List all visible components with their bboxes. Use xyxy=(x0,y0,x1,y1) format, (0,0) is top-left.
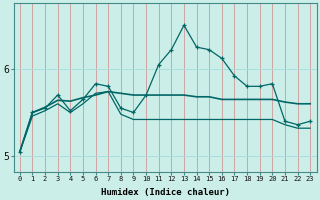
X-axis label: Humidex (Indice chaleur): Humidex (Indice chaleur) xyxy=(100,188,229,197)
